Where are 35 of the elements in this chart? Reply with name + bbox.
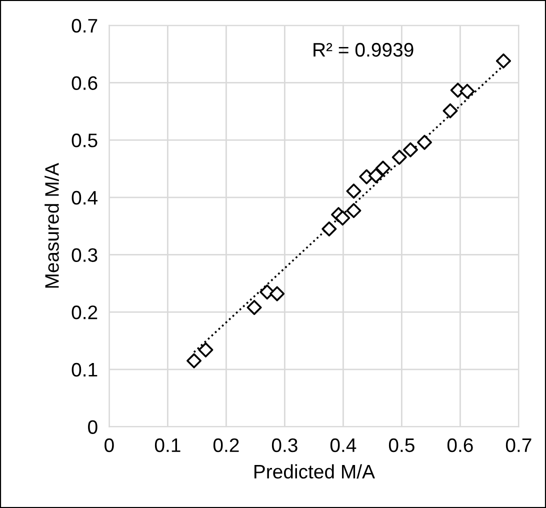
x-tick-label: 0: [104, 438, 114, 452]
point: [460, 84, 475, 99]
x-tick-label: 0.7: [506, 438, 532, 452]
y-tick-label: 0.1: [72, 362, 98, 377]
point: [368, 168, 384, 184]
point: [496, 53, 511, 68]
y-tick-label: 0.2: [72, 306, 98, 320]
point: [375, 160, 390, 176]
point: [442, 103, 458, 118]
y-tick-label: 0: [88, 420, 98, 434]
point: [346, 203, 362, 218]
point: [198, 342, 214, 358]
point: [270, 286, 285, 302]
y-tick-label: 0.7: [72, 18, 98, 33]
x-tick-label: 0.3: [272, 438, 298, 452]
point: [417, 134, 432, 150]
point: [246, 300, 262, 315]
x-tick-label: 0.5: [388, 438, 414, 452]
x-tick-label: 0.1: [154, 438, 180, 452]
point: [322, 221, 337, 236]
x-tick-label: 0.4: [330, 438, 356, 452]
x-axis-title: Predicted M/A: [254, 464, 375, 479]
point: [346, 184, 362, 199]
y-tick-label: 0.5: [72, 134, 98, 148]
y-tick-label: 0.4: [72, 190, 98, 205]
x-tick-label: 0.2: [213, 438, 239, 452]
point: [335, 210, 350, 226]
point: [402, 142, 418, 158]
x-tick-label: 0.6: [447, 438, 473, 452]
annotation: R² = 0.9939: [314, 42, 414, 57]
y-axis-title: Measured M/A: [44, 162, 59, 288]
y-tick-label: 0.3: [72, 248, 98, 262]
point: [186, 353, 202, 368]
y-tick-label: 0.6: [72, 76, 98, 90]
point: [392, 150, 407, 165]
